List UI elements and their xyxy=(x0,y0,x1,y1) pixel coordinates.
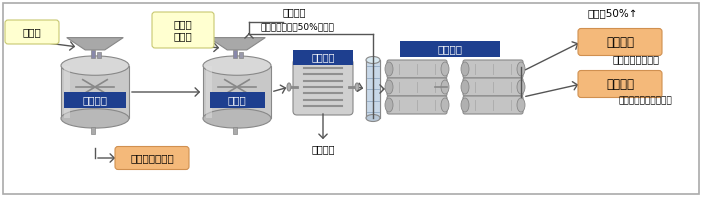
Bar xyxy=(61,66,129,118)
Ellipse shape xyxy=(385,98,393,112)
Bar xyxy=(91,50,95,58)
Ellipse shape xyxy=(287,83,291,91)
Text: オリゴ糖: オリゴ糖 xyxy=(606,77,634,90)
Text: 回収糖化酵素（50%回収）: 回収糖化酵素（50%回収） xyxy=(260,22,334,32)
Ellipse shape xyxy=(203,56,271,75)
FancyBboxPatch shape xyxy=(5,20,59,44)
Text: 前処理槽: 前処理槽 xyxy=(83,95,107,105)
Bar xyxy=(91,127,95,134)
FancyBboxPatch shape xyxy=(463,78,523,96)
Ellipse shape xyxy=(517,80,525,94)
Ellipse shape xyxy=(517,98,525,112)
Text: 前処理
バガス: 前処理 バガス xyxy=(173,19,192,41)
FancyBboxPatch shape xyxy=(463,96,523,114)
Text: 糖化槽: 糖化槽 xyxy=(227,95,246,105)
Text: 非可食糖: 非可食糖 xyxy=(606,35,634,48)
FancyBboxPatch shape xyxy=(209,92,265,108)
Text: ポリフェノール: ポリフェノール xyxy=(130,153,174,163)
Bar xyxy=(233,50,237,58)
Ellipse shape xyxy=(441,62,449,76)
FancyBboxPatch shape xyxy=(115,147,189,169)
FancyBboxPatch shape xyxy=(293,59,353,115)
Ellipse shape xyxy=(366,114,380,122)
Ellipse shape xyxy=(61,109,129,128)
Text: 糖化残渣: 糖化残渣 xyxy=(311,144,335,154)
Bar xyxy=(64,66,70,118)
Ellipse shape xyxy=(385,62,393,76)
Bar xyxy=(366,60,380,118)
Ellipse shape xyxy=(517,62,525,76)
Ellipse shape xyxy=(366,57,380,63)
Bar xyxy=(239,52,243,58)
Ellipse shape xyxy=(61,56,129,75)
Ellipse shape xyxy=(461,80,469,94)
Bar xyxy=(203,66,271,118)
FancyBboxPatch shape xyxy=(578,71,662,98)
Ellipse shape xyxy=(203,109,271,128)
FancyBboxPatch shape xyxy=(293,49,353,64)
FancyBboxPatch shape xyxy=(578,29,662,56)
Bar xyxy=(233,127,237,134)
Ellipse shape xyxy=(355,83,359,91)
Ellipse shape xyxy=(461,98,469,112)
Bar xyxy=(97,52,101,58)
FancyBboxPatch shape xyxy=(64,92,126,108)
Text: 主成分グルコース: 主成分グルコース xyxy=(613,54,659,64)
Text: 主成分キシロオリゴ糖: 主成分キシロオリゴ糖 xyxy=(618,97,672,106)
Bar xyxy=(206,66,212,118)
Text: 糖化酵素: 糖化酵素 xyxy=(283,7,307,17)
Ellipse shape xyxy=(461,62,469,76)
Ellipse shape xyxy=(441,80,449,94)
Text: 高分子膜: 高分子膜 xyxy=(437,44,463,54)
FancyBboxPatch shape xyxy=(387,78,447,96)
FancyBboxPatch shape xyxy=(152,12,214,48)
Text: バガス: バガス xyxy=(22,27,41,37)
Text: 糖濃度50%↑: 糖濃度50%↑ xyxy=(588,8,638,18)
Ellipse shape xyxy=(385,80,393,94)
FancyBboxPatch shape xyxy=(400,41,500,57)
FancyBboxPatch shape xyxy=(387,96,447,114)
Text: 固液分離: 固液分離 xyxy=(311,52,335,62)
Polygon shape xyxy=(67,38,124,50)
Polygon shape xyxy=(208,38,265,50)
FancyBboxPatch shape xyxy=(387,60,447,78)
FancyBboxPatch shape xyxy=(463,60,523,78)
Ellipse shape xyxy=(441,98,449,112)
